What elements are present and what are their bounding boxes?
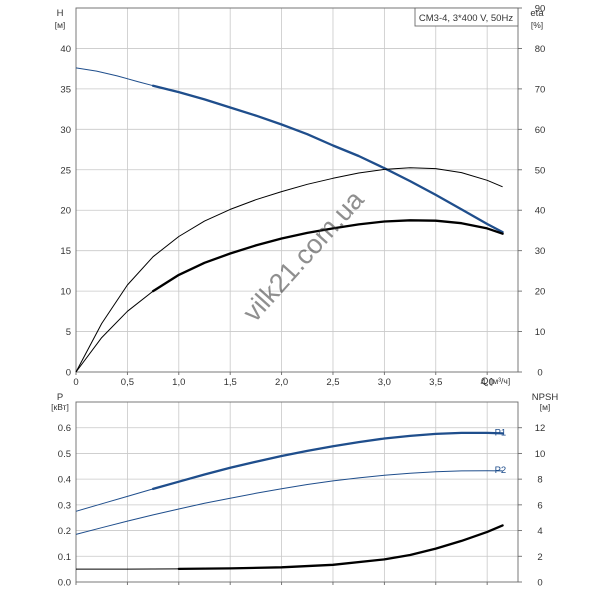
series-p1-operating-line	[151, 431, 504, 491]
x-tick-label: 1,5	[224, 377, 237, 388]
series-eta-thin-line	[75, 167, 503, 373]
x-tick-label: 4,0	[481, 377, 494, 388]
npsh-tick-label: 12	[535, 423, 546, 434]
x-axis-label-q: Q	[481, 376, 488, 387]
y2-tick-label: 80	[535, 44, 546, 55]
x-axis-unit-q: [м³/ч]	[490, 376, 510, 386]
y-tick-label: 25	[60, 165, 71, 176]
p-tick-label: 0.6	[58, 423, 71, 434]
lower-series: P1 P2	[75, 427, 507, 571]
y-axis-unit-h: [м]	[55, 20, 66, 30]
y2-axis-label-eta: eta	[530, 8, 544, 19]
npsh-tick-label: 0	[537, 578, 542, 589]
upper-tick-labels: 0 5 10 15 20 25 30 35 40 0 10 20 30 40 50 60 70 80 90 0 0,5 1…	[60, 4, 545, 389]
npsh-tick-label: 10	[535, 449, 546, 460]
series-p2-label: P2	[495, 465, 507, 476]
y2-tick-label: 90	[535, 4, 546, 15]
chart-title-box: CM3-4, 3*400 V, 50Hz	[414, 7, 519, 27]
npsh-tick-label: 6	[537, 500, 542, 511]
p-tick-label: 0.4	[58, 475, 71, 486]
y-tick-label: 10	[60, 287, 71, 298]
lower-plot-frame	[75, 401, 519, 583]
y-tick-label: 20	[60, 206, 71, 217]
upper-panel: CM3-4, 3*400 V, 50Hz H [м] eta [%] Q [м³…	[55, 4, 546, 389]
x-tick-label: 0,5	[121, 377, 134, 388]
npsh-tick-label: 8	[537, 475, 542, 486]
y2-axis-unit-npsh: [м]	[540, 402, 551, 412]
x-tick-label: 3,5	[429, 377, 442, 388]
y2-tick-label: 0	[537, 368, 542, 379]
y2-tick-label: 10	[535, 327, 546, 338]
y-axis-label-p: P	[57, 392, 63, 403]
y-tick-label: 40	[60, 44, 71, 55]
y-tick-label: 5	[66, 327, 71, 338]
x-tick-label: 3,0	[378, 377, 391, 388]
y2-axis-unit-eta: [%]	[531, 20, 543, 30]
y2-tick-label: 60	[535, 125, 546, 136]
y-tick-label: 35	[60, 84, 71, 95]
series-head-operating-line	[151, 84, 504, 234]
x-tick-label: 2,0	[275, 377, 288, 388]
npsh-tick-label: 2	[537, 552, 542, 563]
p-tick-label: 0.3	[58, 500, 71, 511]
upper-plot-frame	[75, 7, 519, 373]
y2-tick-label: 70	[535, 84, 546, 95]
y-tick-label: 15	[60, 246, 71, 257]
series-eta-bold-operating-line	[151, 219, 504, 293]
y2-tick-label: 20	[535, 287, 546, 298]
p-tick-label: 0.1	[58, 552, 71, 563]
p-tick-label: 0.2	[58, 526, 71, 537]
lower-panel: P [кВт] NPSH [м] 0.0 0.1 0.2 0.3 0.4 0.5 0.6 0 2…	[51, 392, 558, 589]
series-p1-label: P1	[495, 427, 507, 438]
y2-tick-label: 40	[535, 206, 546, 217]
x-tick-label: 2,5	[326, 377, 339, 388]
y2-tick-label: 30	[535, 246, 546, 257]
y-tick-label: 30	[60, 125, 71, 136]
y-axis-label-h: H	[57, 8, 64, 19]
series-p2-line	[75, 470, 503, 535]
y-tick-label: 0	[66, 368, 71, 379]
chart-title: CM3-4, 3*400 V, 50Hz	[419, 13, 513, 24]
p-tick-label: 0.5	[58, 449, 71, 460]
series-npsh-operating-line	[177, 524, 504, 571]
x-tick-label: 0	[73, 377, 78, 388]
npsh-tick-label: 4	[537, 526, 542, 537]
upper-series	[75, 67, 504, 373]
y2-tick-label: 50	[535, 165, 546, 176]
y-axis-unit-p: [кВт]	[51, 402, 69, 412]
x-tick-label: 1,0	[172, 377, 185, 388]
p-tick-label: 0.0	[58, 578, 71, 589]
lower-tick-labels: 0.0 0.1 0.2 0.3 0.4 0.5 0.6 0 2 4 6 8 10 12	[58, 423, 546, 588]
y2-axis-label-npsh: NPSH	[532, 392, 559, 403]
